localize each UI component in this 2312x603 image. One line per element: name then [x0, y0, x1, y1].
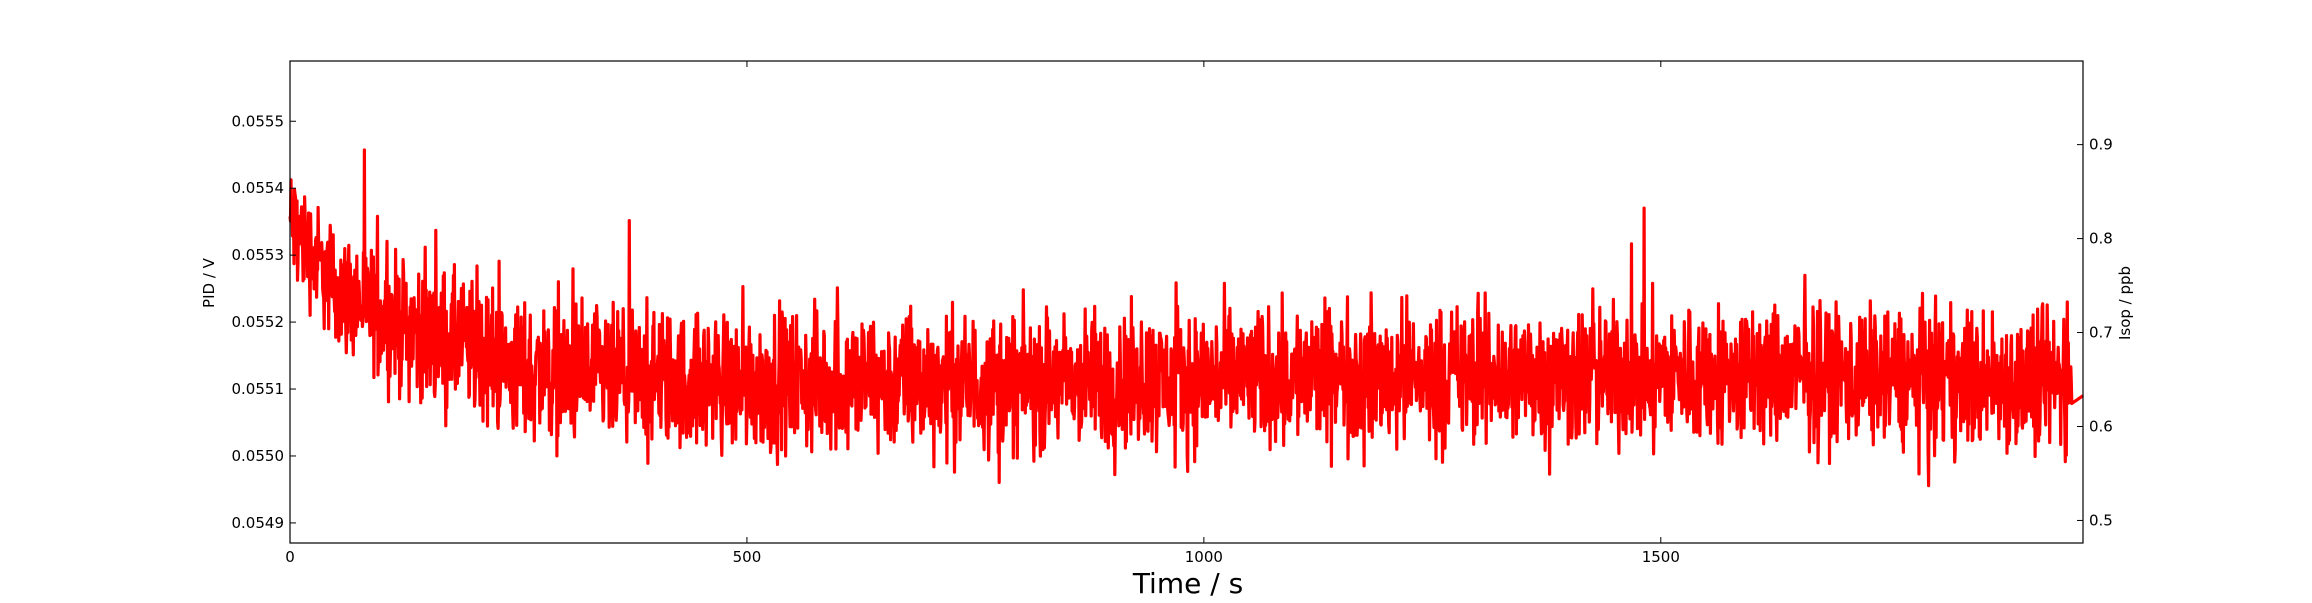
x-tick-label: 0 — [285, 548, 295, 566]
plot-frame — [289, 60, 2084, 544]
plot-area — [288, 148, 2084, 488]
x-axis-title: Time / s — [1132, 567, 1243, 600]
y-axis-title: PID / V — [200, 257, 218, 308]
x-tick-label: 1000 — [1185, 548, 1223, 566]
y-tick-label: 0.0551 — [232, 380, 285, 398]
y2-axis-title: Isop / ppb — [2116, 266, 2134, 340]
y2-tick-label: 0.9 — [2089, 136, 2113, 154]
x-tick-label: 500 — [733, 548, 762, 566]
y2-tick-label: 0.5 — [2089, 511, 2113, 529]
y2-tick-label: 0.8 — [2089, 230, 2113, 248]
x-tick-label: 1500 — [1642, 548, 1680, 566]
y2-tick-label: 0.7 — [2089, 324, 2113, 342]
y2-tick-label: 0.6 — [2089, 417, 2113, 435]
y-tick-label: 0.0549 — [232, 514, 285, 532]
series-line — [288, 148, 2084, 488]
axis-ticks: 0 500 1000 1500 0.0549 0.0550 0.0551 0.0552 0.05… — [232, 61, 2113, 566]
y-tick-label: 0.0550 — [232, 447, 285, 465]
y-tick-label: 0.0554 — [232, 179, 285, 197]
y-tick-label: 0.0555 — [232, 112, 285, 130]
y-tick-label: 0.0552 — [232, 313, 285, 331]
y-tick-label: 0.0553 — [232, 246, 285, 264]
